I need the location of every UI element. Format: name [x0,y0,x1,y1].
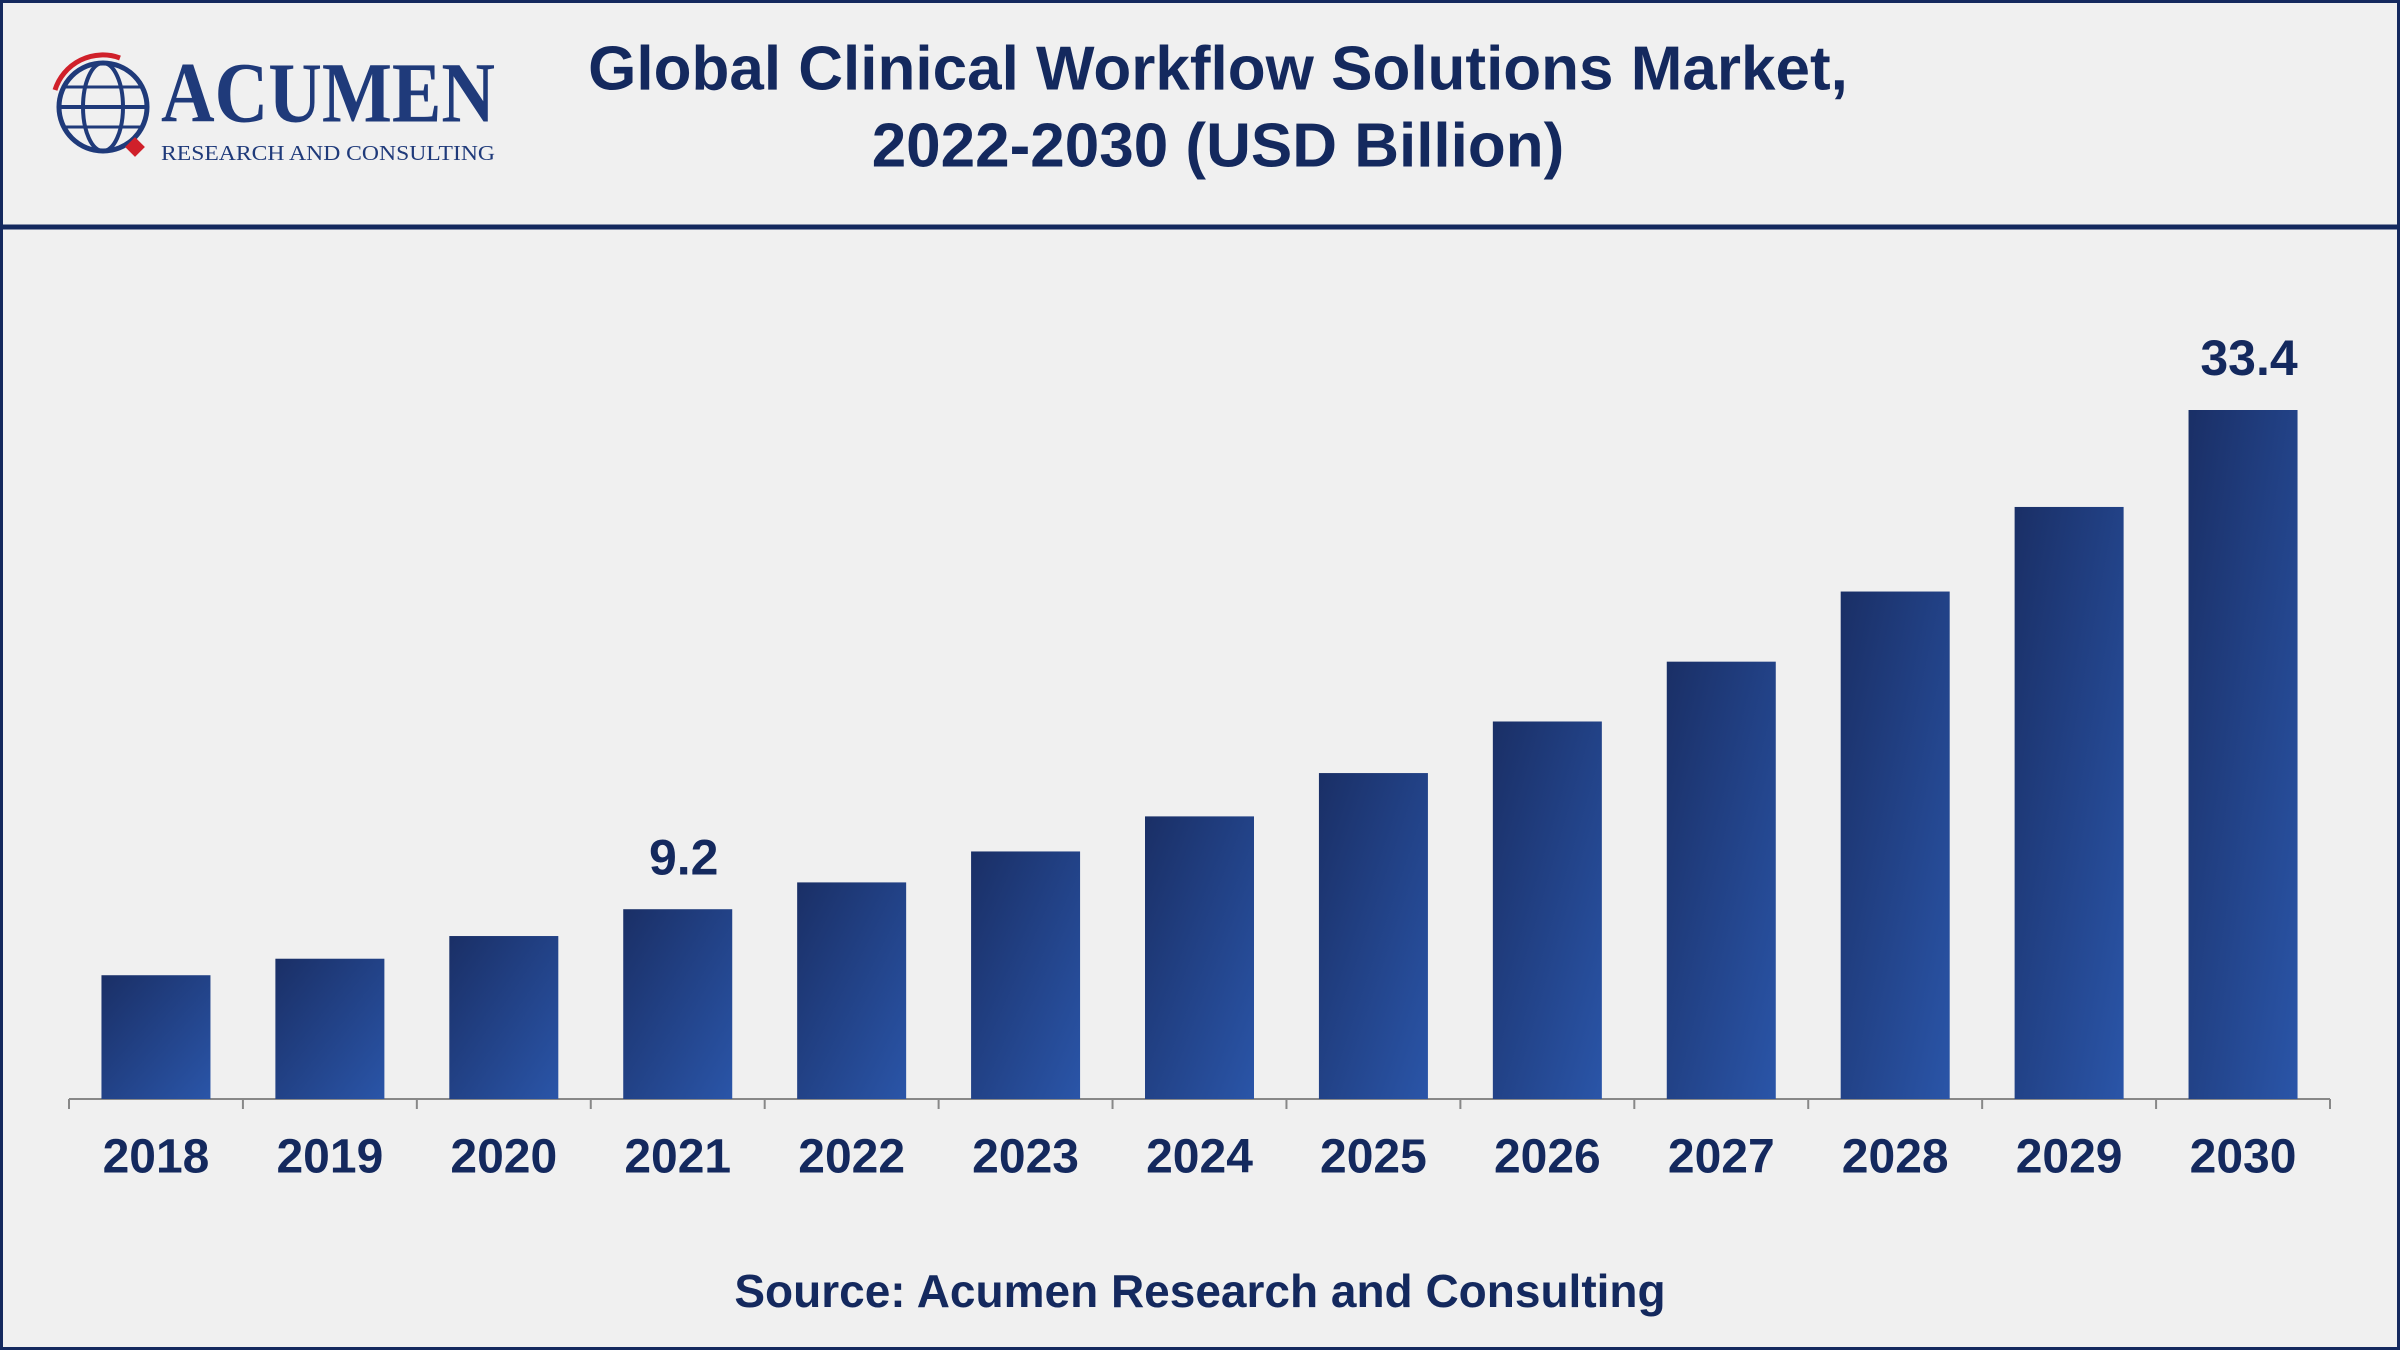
x-tick-label: 2027 [1668,1131,1775,1184]
bar [101,975,211,1099]
x-tick-label: 2022 [798,1131,905,1184]
data-label: 33.4 [2200,330,2298,386]
x-tick-label: 2019 [276,1131,383,1184]
bar [1145,816,1254,1099]
chart-title: Global Clinical Workflow Solutions Marke… [588,34,1848,103]
bar [2014,506,2124,1099]
logo: ACUMEN RESEARCH AND CONSULTING [52,45,495,165]
bar [275,958,385,1099]
x-tick-label: 2030 [2190,1131,2297,1184]
bar [971,851,1081,1099]
x-tick-label: 2025 [1320,1131,1427,1184]
x-tick-label: 2029 [2016,1131,2123,1184]
x-tick-label: 2018 [103,1131,210,1184]
x-tick-label: 2024 [1146,1131,1253,1184]
source-note: Source: Acumen Research and Consulting [734,1265,1665,1317]
bar [1666,661,1776,1099]
chart-title: 2022-2030 (USD Billion) [872,111,1565,180]
bar [623,909,733,1099]
x-tick-label: 2020 [450,1131,557,1184]
x-tick-label: 2021 [624,1131,731,1184]
bar [1318,773,1428,1099]
logo-tagline: RESEARCH AND CONSULTING [161,141,495,165]
bar [797,882,907,1099]
bar [449,936,559,1099]
x-tick-label: 2028 [1842,1131,1949,1184]
logo-name: ACUMEN [161,45,495,141]
bar [1840,591,1950,1099]
x-tick-label: 2026 [1494,1131,1601,1184]
bar [1492,721,1602,1099]
bar [2188,410,2298,1099]
logo-arc [52,52,121,91]
data-label: 9.2 [649,829,719,885]
x-tick-label: 2023 [972,1131,1079,1184]
